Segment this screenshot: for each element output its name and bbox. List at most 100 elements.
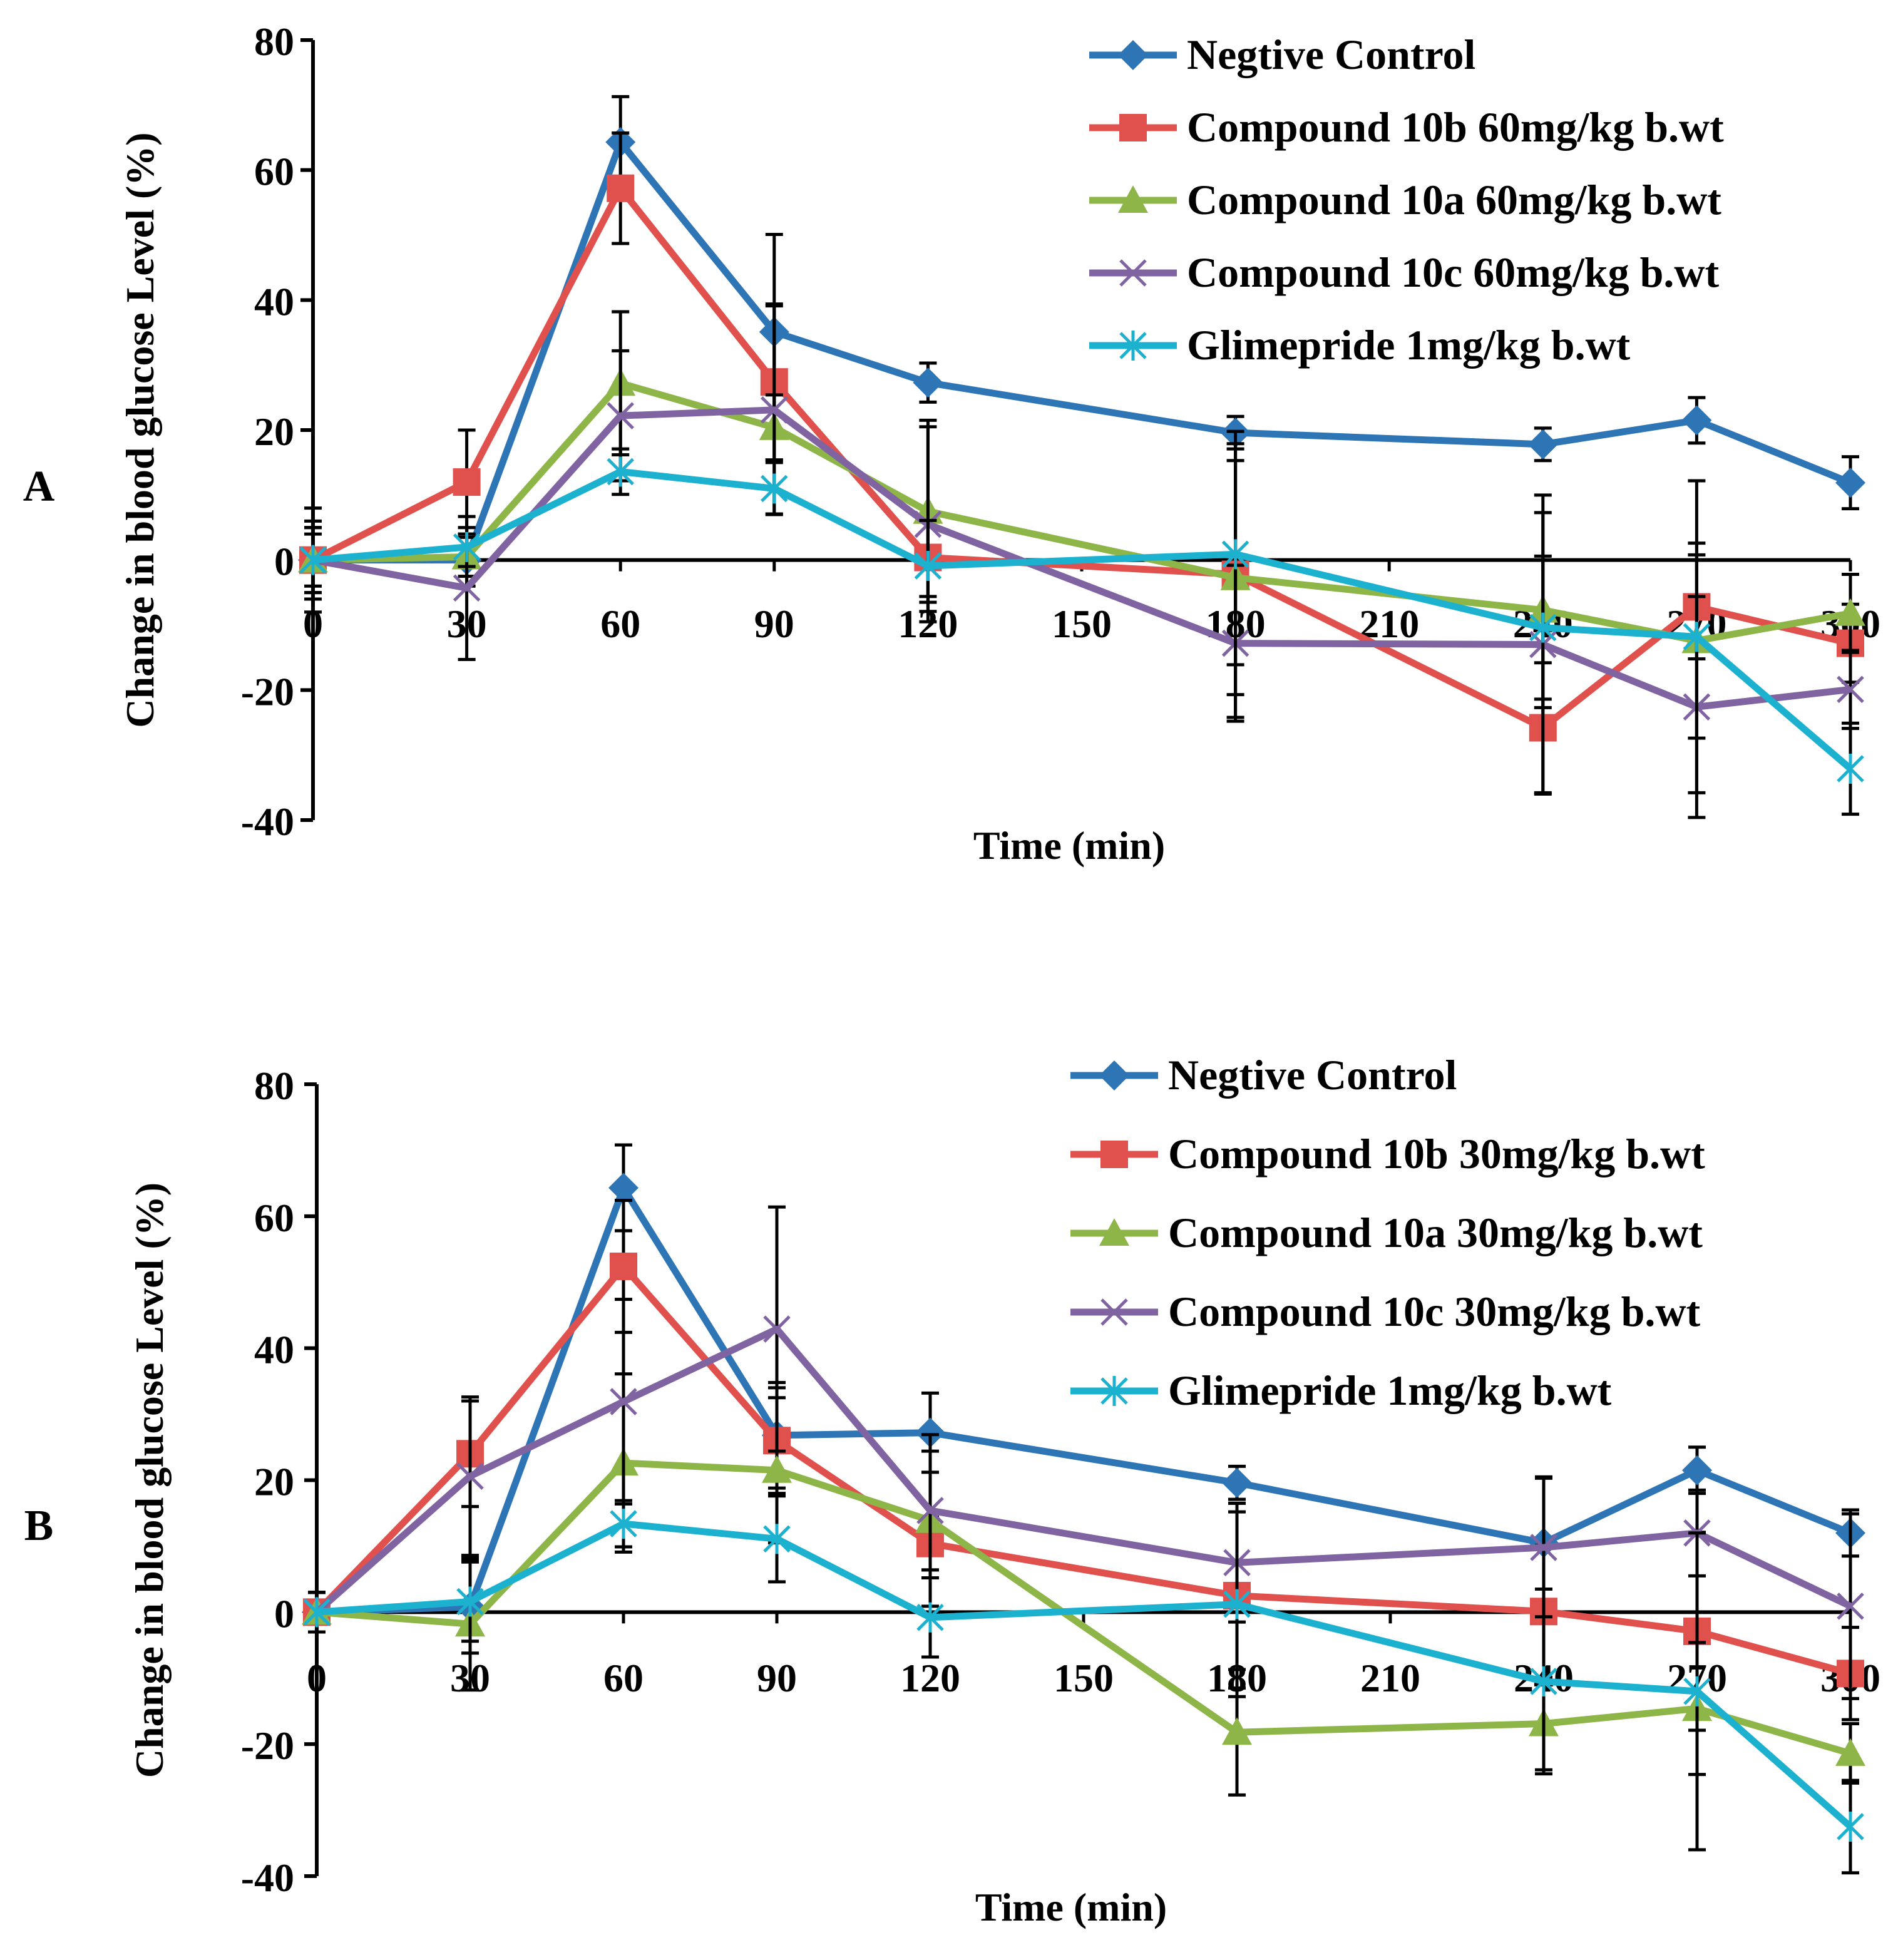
legend-item-negative_control: Negtive Control (1089, 31, 1475, 78)
y-tick-label: 80 (254, 19, 294, 64)
data-point (1682, 1455, 1712, 1485)
y-tick-label: -20 (241, 669, 294, 714)
legend-item-glimepride: Glimepride 1mg/kg b.wt (1070, 1367, 1612, 1414)
legend-label: Glimepride 1mg/kg b.wt (1187, 321, 1631, 369)
legend-marker-icon (1100, 1298, 1128, 1326)
y-tick-label: 80 (254, 1064, 294, 1108)
y-tick-label: 40 (254, 1328, 294, 1372)
data-point (1835, 598, 1865, 626)
legend-marker-icon (1118, 185, 1148, 213)
data-point (763, 1315, 791, 1343)
legend-marker-icon (1100, 1141, 1128, 1168)
legend-label: Compound 10a 30mg/kg b.wt (1168, 1209, 1703, 1256)
legend-label: Compound 10a 60mg/kg b.wt (1187, 176, 1721, 223)
x-tick-label: 90 (754, 602, 794, 646)
data-point (762, 1455, 792, 1483)
panel-label: B (24, 1502, 54, 1550)
series-compound_10a (302, 1372, 1865, 1797)
panel-label: A (23, 463, 55, 511)
y-axis-title: Change in blood glucose Level (%) (118, 132, 162, 727)
legend-item-compound_10c: Compound 10c 30mg/kg b.wt (1070, 1288, 1700, 1335)
x-axis-title: Time (min) (975, 1885, 1167, 1929)
y-tick-label: 0 (274, 1591, 294, 1636)
y-tick-label: -40 (241, 799, 294, 844)
data-point (453, 468, 481, 496)
data-point (1527, 429, 1558, 459)
data-point (1222, 1717, 1252, 1745)
data-point (761, 396, 788, 424)
series-compound_10b (299, 131, 1864, 794)
data-point (1683, 1676, 1711, 1706)
series-glimepride (299, 442, 1864, 816)
data-point (1835, 468, 1865, 498)
data-point (1835, 1738, 1865, 1766)
y-axis-title: Change in blood glucose Level (%) (127, 1183, 172, 1778)
series-glimepride (303, 1494, 1864, 1875)
data-point (1837, 1811, 1864, 1842)
legend-marker-icon (1119, 331, 1147, 361)
data-point (456, 1462, 484, 1490)
data-point (1837, 1593, 1864, 1620)
data-point (303, 1597, 331, 1628)
legend-label: Glimepride 1mg/kg b.wt (1168, 1367, 1612, 1414)
data-point (607, 174, 635, 202)
x-tick-label: 210 (1360, 1656, 1420, 1700)
data-point (1223, 1589, 1251, 1619)
y-tick-label: 60 (254, 150, 294, 194)
legend: Negtive Control Compound 10b 60mg/kg b.wt… (1089, 31, 1724, 369)
legend-marker-icon (1099, 1218, 1129, 1246)
data-point (1221, 539, 1249, 570)
legend-label: Compound 10b 30mg/kg b.wt (1168, 1130, 1705, 1178)
data-point (610, 1252, 637, 1280)
data-point (916, 1602, 944, 1633)
x-tick-label: 120 (900, 1656, 960, 1700)
legend-label: Compound 10c 30mg/kg b.wt (1168, 1288, 1700, 1335)
legend-marker-icon (1100, 1376, 1128, 1406)
legend-label: Compound 10b 60mg/kg b.wt (1187, 103, 1724, 151)
data-point (610, 1509, 637, 1539)
legend-marker-icon (1099, 1060, 1129, 1090)
data-point (453, 531, 481, 562)
x-tick-label: 90 (757, 1656, 797, 1700)
x-tick-label: 0 (307, 1656, 327, 1700)
legend-marker-icon (1119, 259, 1147, 287)
y-tick-label: 40 (254, 279, 294, 324)
data-point (1222, 1467, 1252, 1498)
data-point (607, 402, 634, 429)
data-point (1681, 405, 1712, 436)
data-point (1837, 753, 1864, 784)
legend-item-compound_10c: Compound 10c 60mg/kg b.wt (1089, 249, 1719, 296)
data-point (913, 367, 943, 398)
data-point (456, 1586, 484, 1617)
legend: Negtive Control Compound 10b 30mg/kg b.wt… (1070, 1051, 1705, 1414)
y-tick-label: -20 (241, 1723, 294, 1768)
y-tick-label: 60 (254, 1196, 294, 1240)
x-tick-label: 60 (600, 602, 640, 646)
legend-item-compound_10b: Compound 10b 60mg/kg b.wt (1089, 103, 1724, 151)
x-tick-label: 150 (1052, 602, 1112, 646)
legend-item-compound_10b: Compound 10b 30mg/kg b.wt (1070, 1130, 1705, 1178)
data-point (1683, 622, 1711, 652)
x-tick-label: 60 (603, 1656, 644, 1700)
data-point (915, 1417, 945, 1448)
x-tick-label: 150 (1054, 1656, 1114, 1700)
data-point (299, 545, 327, 575)
data-point (607, 456, 634, 487)
legend-label: Compound 10c 60mg/kg b.wt (1187, 249, 1719, 296)
data-point (761, 473, 788, 504)
legend-marker-icon (1118, 40, 1148, 70)
data-point (763, 1524, 791, 1554)
legend-item-glimepride: Glimepride 1mg/kg b.wt (1089, 321, 1631, 369)
data-point (914, 551, 942, 582)
data-point (610, 1388, 637, 1415)
data-point (1837, 675, 1864, 704)
y-tick-label: -40 (241, 1855, 294, 1900)
legend-marker-icon (1119, 114, 1147, 141)
series-compound_10b (303, 1199, 1864, 1732)
y-tick-label: 20 (254, 409, 294, 454)
legend-label: Negtive Control (1168, 1051, 1457, 1099)
legend-item-compound_10a: Compound 10a 60mg/kg b.wt (1089, 176, 1721, 223)
